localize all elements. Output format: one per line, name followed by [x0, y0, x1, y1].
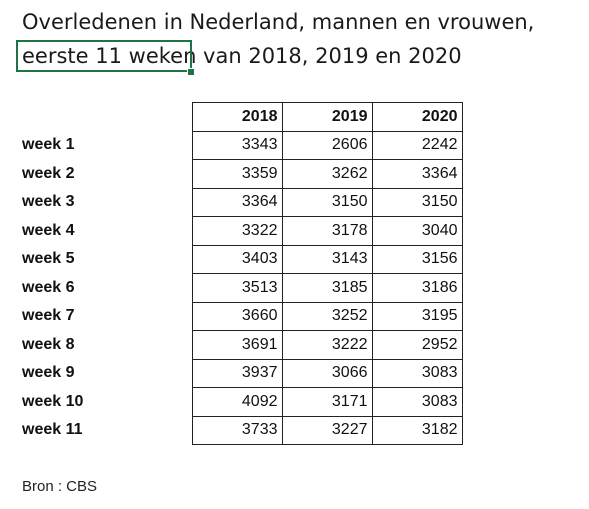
value-cell-2019[interactable]: 3252 — [281, 301, 373, 331]
value-cell-2020[interactable]: 2242 — [371, 130, 463, 160]
data-table: 2018 2019 2020 week 1 3343 2606 2242 week 2 3359… — [20, 102, 463, 445]
value-cell-2019[interactable]: 3066 — [281, 358, 373, 388]
value-cell-2019[interactable]: 3227 — [281, 415, 373, 445]
value-cell-2020[interactable]: 3040 — [371, 216, 463, 246]
table-row: week 8 3691 3222 2952 — [20, 330, 463, 360]
value-cell-2020[interactable]: 3186 — [371, 273, 463, 303]
value-cell-2019[interactable]: 3178 — [281, 216, 373, 246]
value-cell-2020[interactable]: 3182 — [371, 415, 463, 445]
value-cell-2019[interactable]: 3222 — [281, 330, 373, 360]
value-cell-2019[interactable]: 3185 — [281, 273, 373, 303]
value-cell-2019[interactable]: 3262 — [281, 159, 373, 189]
value-cell-2020[interactable]: 3150 — [371, 187, 463, 217]
value-cell-2018[interactable]: 4092 — [191, 387, 283, 417]
row-label[interactable]: week 1 — [22, 136, 75, 154]
value-cell-2020[interactable]: 3156 — [371, 244, 463, 274]
row-label[interactable]: week 7 — [22, 307, 75, 325]
chart-title-line-2: eerste 11 weken van 2018, 2019 en 2020 — [22, 44, 462, 68]
row-label[interactable]: week 11 — [22, 421, 83, 439]
table-row: week 6 3513 3185 3186 — [20, 273, 463, 303]
table-row: week 5 3403 3143 3156 — [20, 244, 463, 274]
row-label[interactable]: week 8 — [22, 335, 75, 353]
value-cell-2018[interactable]: 3937 — [191, 358, 283, 388]
value-cell-2018[interactable]: 3691 — [191, 330, 283, 360]
column-header-2019[interactable]: 2019 — [281, 102, 373, 132]
table-row: week 2 3359 3262 3364 — [20, 159, 463, 189]
header-row: 2018 2019 2020 — [20, 102, 463, 132]
value-cell-2020[interactable]: 3083 — [371, 358, 463, 388]
chart-title-line-1: Overledenen in Nederland, mannen en vrou… — [22, 10, 535, 34]
value-cell-2018[interactable]: 3733 — [191, 415, 283, 445]
value-cell-2018[interactable]: 3513 — [191, 273, 283, 303]
row-label[interactable]: week 6 — [22, 278, 75, 296]
value-cell-2018[interactable]: 3364 — [191, 187, 283, 217]
header-corner — [20, 103, 192, 132]
row-label[interactable]: week 2 — [22, 164, 75, 182]
table-row: week 10 4092 3171 3083 — [20, 387, 463, 417]
table-row: week 9 3937 3066 3083 — [20, 358, 463, 388]
value-cell-2019[interactable]: 3143 — [281, 244, 373, 274]
value-cell-2019[interactable]: 3150 — [281, 187, 373, 217]
value-cell-2019[interactable]: 2606 — [281, 130, 373, 160]
selected-cell-outline[interactable] — [16, 40, 192, 72]
value-cell-2018[interactable]: 3343 — [191, 130, 283, 160]
fill-handle[interactable] — [187, 68, 195, 76]
value-cell-2018[interactable]: 3403 — [191, 244, 283, 274]
row-label[interactable]: week 9 — [22, 364, 75, 382]
value-cell-2020[interactable]: 2952 — [371, 330, 463, 360]
value-cell-2018[interactable]: 3322 — [191, 216, 283, 246]
row-label[interactable]: week 10 — [22, 392, 84, 410]
table-row: week 3 3364 3150 3150 — [20, 187, 463, 217]
table-row: week 7 3660 3252 3195 — [20, 301, 463, 331]
value-cell-2019[interactable]: 3171 — [281, 387, 373, 417]
source-note: Bron : CBS — [22, 478, 98, 495]
value-cell-2020[interactable]: 3083 — [371, 387, 463, 417]
column-header-2018[interactable]: 2018 — [191, 102, 283, 132]
column-header-2020[interactable]: 2020 — [371, 102, 463, 132]
table-row: week 1 3343 2606 2242 — [20, 130, 463, 160]
value-cell-2018[interactable]: 3660 — [191, 301, 283, 331]
row-label[interactable]: week 5 — [22, 250, 75, 268]
row-label[interactable]: week 3 — [22, 193, 75, 211]
value-cell-2018[interactable]: 3359 — [191, 159, 283, 189]
value-cell-2020[interactable]: 3195 — [371, 301, 463, 331]
table-row: week 11 3733 3227 3182 — [20, 415, 463, 445]
row-label[interactable]: week 4 — [22, 221, 75, 239]
table-row: week 4 3322 3178 3040 — [20, 216, 463, 246]
value-cell-2020[interactable]: 3364 — [371, 159, 463, 189]
